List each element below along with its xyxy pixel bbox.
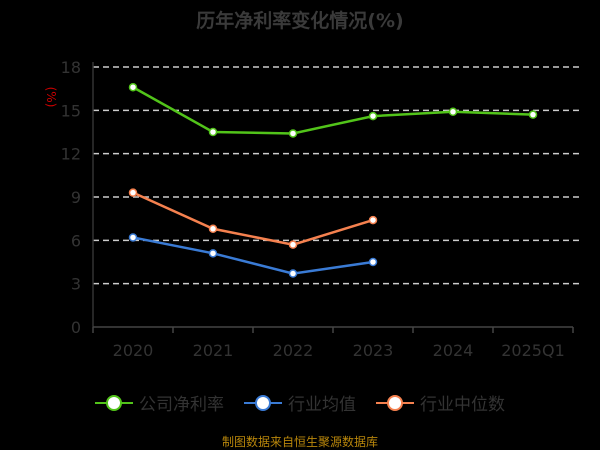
y-tick-label: 12	[61, 145, 81, 164]
x-tick-label: 2021	[193, 341, 234, 360]
y-tick-label: 6	[71, 231, 81, 250]
data-point	[208, 249, 218, 258]
data-point	[208, 224, 218, 234]
legend-marker-icon	[95, 394, 133, 411]
data-point	[128, 82, 138, 92]
data-point	[128, 233, 138, 242]
y-tick-label: 3	[71, 275, 81, 294]
legend-item[interactable]: 行业均值	[244, 390, 356, 415]
data-point	[288, 269, 298, 278]
x-tick-label: 2024	[433, 341, 474, 360]
x-tick-label: 2023	[353, 341, 394, 360]
x-tick-label: 2025Q1	[501, 341, 565, 360]
x-tick-label: 2022	[273, 341, 314, 360]
y-tick-label: 0	[71, 318, 81, 337]
data-point	[288, 240, 298, 249]
series-line-2	[132, 191, 374, 246]
legend-item[interactable]: 公司净利率	[95, 390, 224, 415]
data-point	[128, 188, 138, 197]
legend-marker-icon	[376, 394, 414, 411]
y-axis-label: (%)	[44, 87, 58, 108]
legend-marker-icon	[244, 394, 282, 411]
source-note: 制图数据来自恒生聚源数据库	[221, 435, 378, 449]
data-point	[368, 215, 378, 225]
legend: 公司净利率 行业均值 行业中位数	[0, 390, 600, 415]
legend-label: 行业中位数	[420, 395, 505, 415]
data-point	[368, 111, 378, 121]
data-point	[528, 110, 538, 119]
legend-label: 公司净利率	[139, 395, 224, 415]
data-point	[448, 107, 458, 117]
series-line-0	[132, 86, 534, 135]
data-point	[288, 129, 298, 138]
data-point	[368, 257, 378, 267]
legend-label: 行业均值	[288, 395, 356, 415]
x-tick-label: 2020	[113, 341, 154, 360]
data-point	[208, 127, 218, 137]
chart-title: 历年净利率变化情况(%)	[196, 10, 404, 32]
y-tick-label: 18	[61, 58, 81, 77]
legend-item[interactable]: 行业中位数	[376, 390, 505, 415]
y-tick-label: 9	[71, 188, 81, 207]
series-line-1	[132, 236, 374, 275]
y-tick-label: 15	[61, 101, 81, 120]
